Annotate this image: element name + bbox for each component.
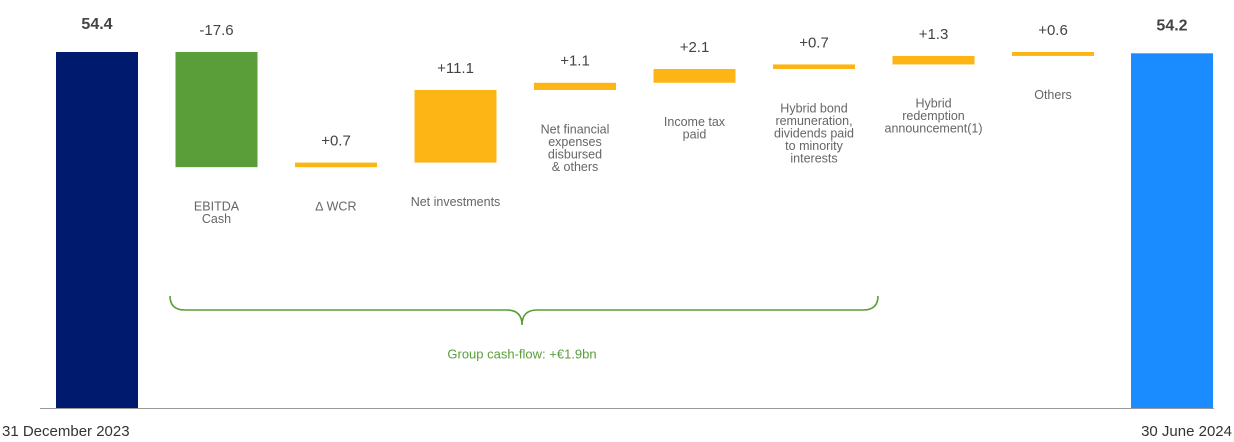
value-label: +11.1: [437, 60, 474, 77]
bar: [892, 55, 975, 65]
bar: [414, 89, 497, 163]
category-label: Net financial: [541, 122, 610, 136]
category-label: interests: [790, 151, 837, 165]
x-label: 30 June 2024: [1141, 423, 1232, 440]
category-label: paid: [683, 128, 707, 142]
brace: [169, 295, 879, 326]
value-label: +1.3: [919, 26, 949, 43]
bar: [1012, 52, 1094, 56]
value-label: -17.6: [199, 22, 233, 39]
category-label: remuneration,: [775, 114, 852, 128]
category-label: Net investments: [411, 195, 501, 209]
bar: [295, 162, 377, 168]
bar: [534, 82, 616, 90]
annotation: Group cash-flow: +€1.9bn: [447, 346, 596, 361]
category-label: & others: [552, 160, 599, 174]
category-label: Income tax: [664, 115, 726, 129]
bar: [1131, 53, 1213, 408]
bar: [56, 52, 138, 408]
category-label: disbursed: [548, 147, 602, 161]
value-label: +0.7: [321, 133, 351, 150]
bar: [773, 64, 855, 70]
category-label: expenses: [548, 135, 602, 149]
category-label: ∆ WCR: [316, 199, 357, 213]
category-label: Hybrid: [915, 97, 951, 111]
value-label: +2.1: [680, 39, 710, 56]
value-label: 54.2: [1156, 18, 1187, 35]
value-label: +1.1: [560, 53, 590, 70]
x-label: 31 December 2023: [2, 423, 130, 440]
category-label: redemption: [902, 109, 965, 123]
value-label: 54.4: [81, 16, 112, 33]
category-label: Others: [1034, 88, 1072, 102]
category-label: EBITDA: [194, 199, 240, 213]
value-label: +0.7: [799, 34, 829, 51]
category-label: to minority: [785, 139, 843, 153]
bar: [653, 69, 736, 83]
category-label: Cash: [202, 212, 231, 226]
category-label: dividends paid: [774, 126, 854, 140]
value-label: +0.6: [1038, 22, 1068, 39]
bar: [175, 52, 258, 168]
category-label: announcement(1): [885, 122, 983, 136]
category-label: Hybrid bond: [780, 101, 847, 115]
